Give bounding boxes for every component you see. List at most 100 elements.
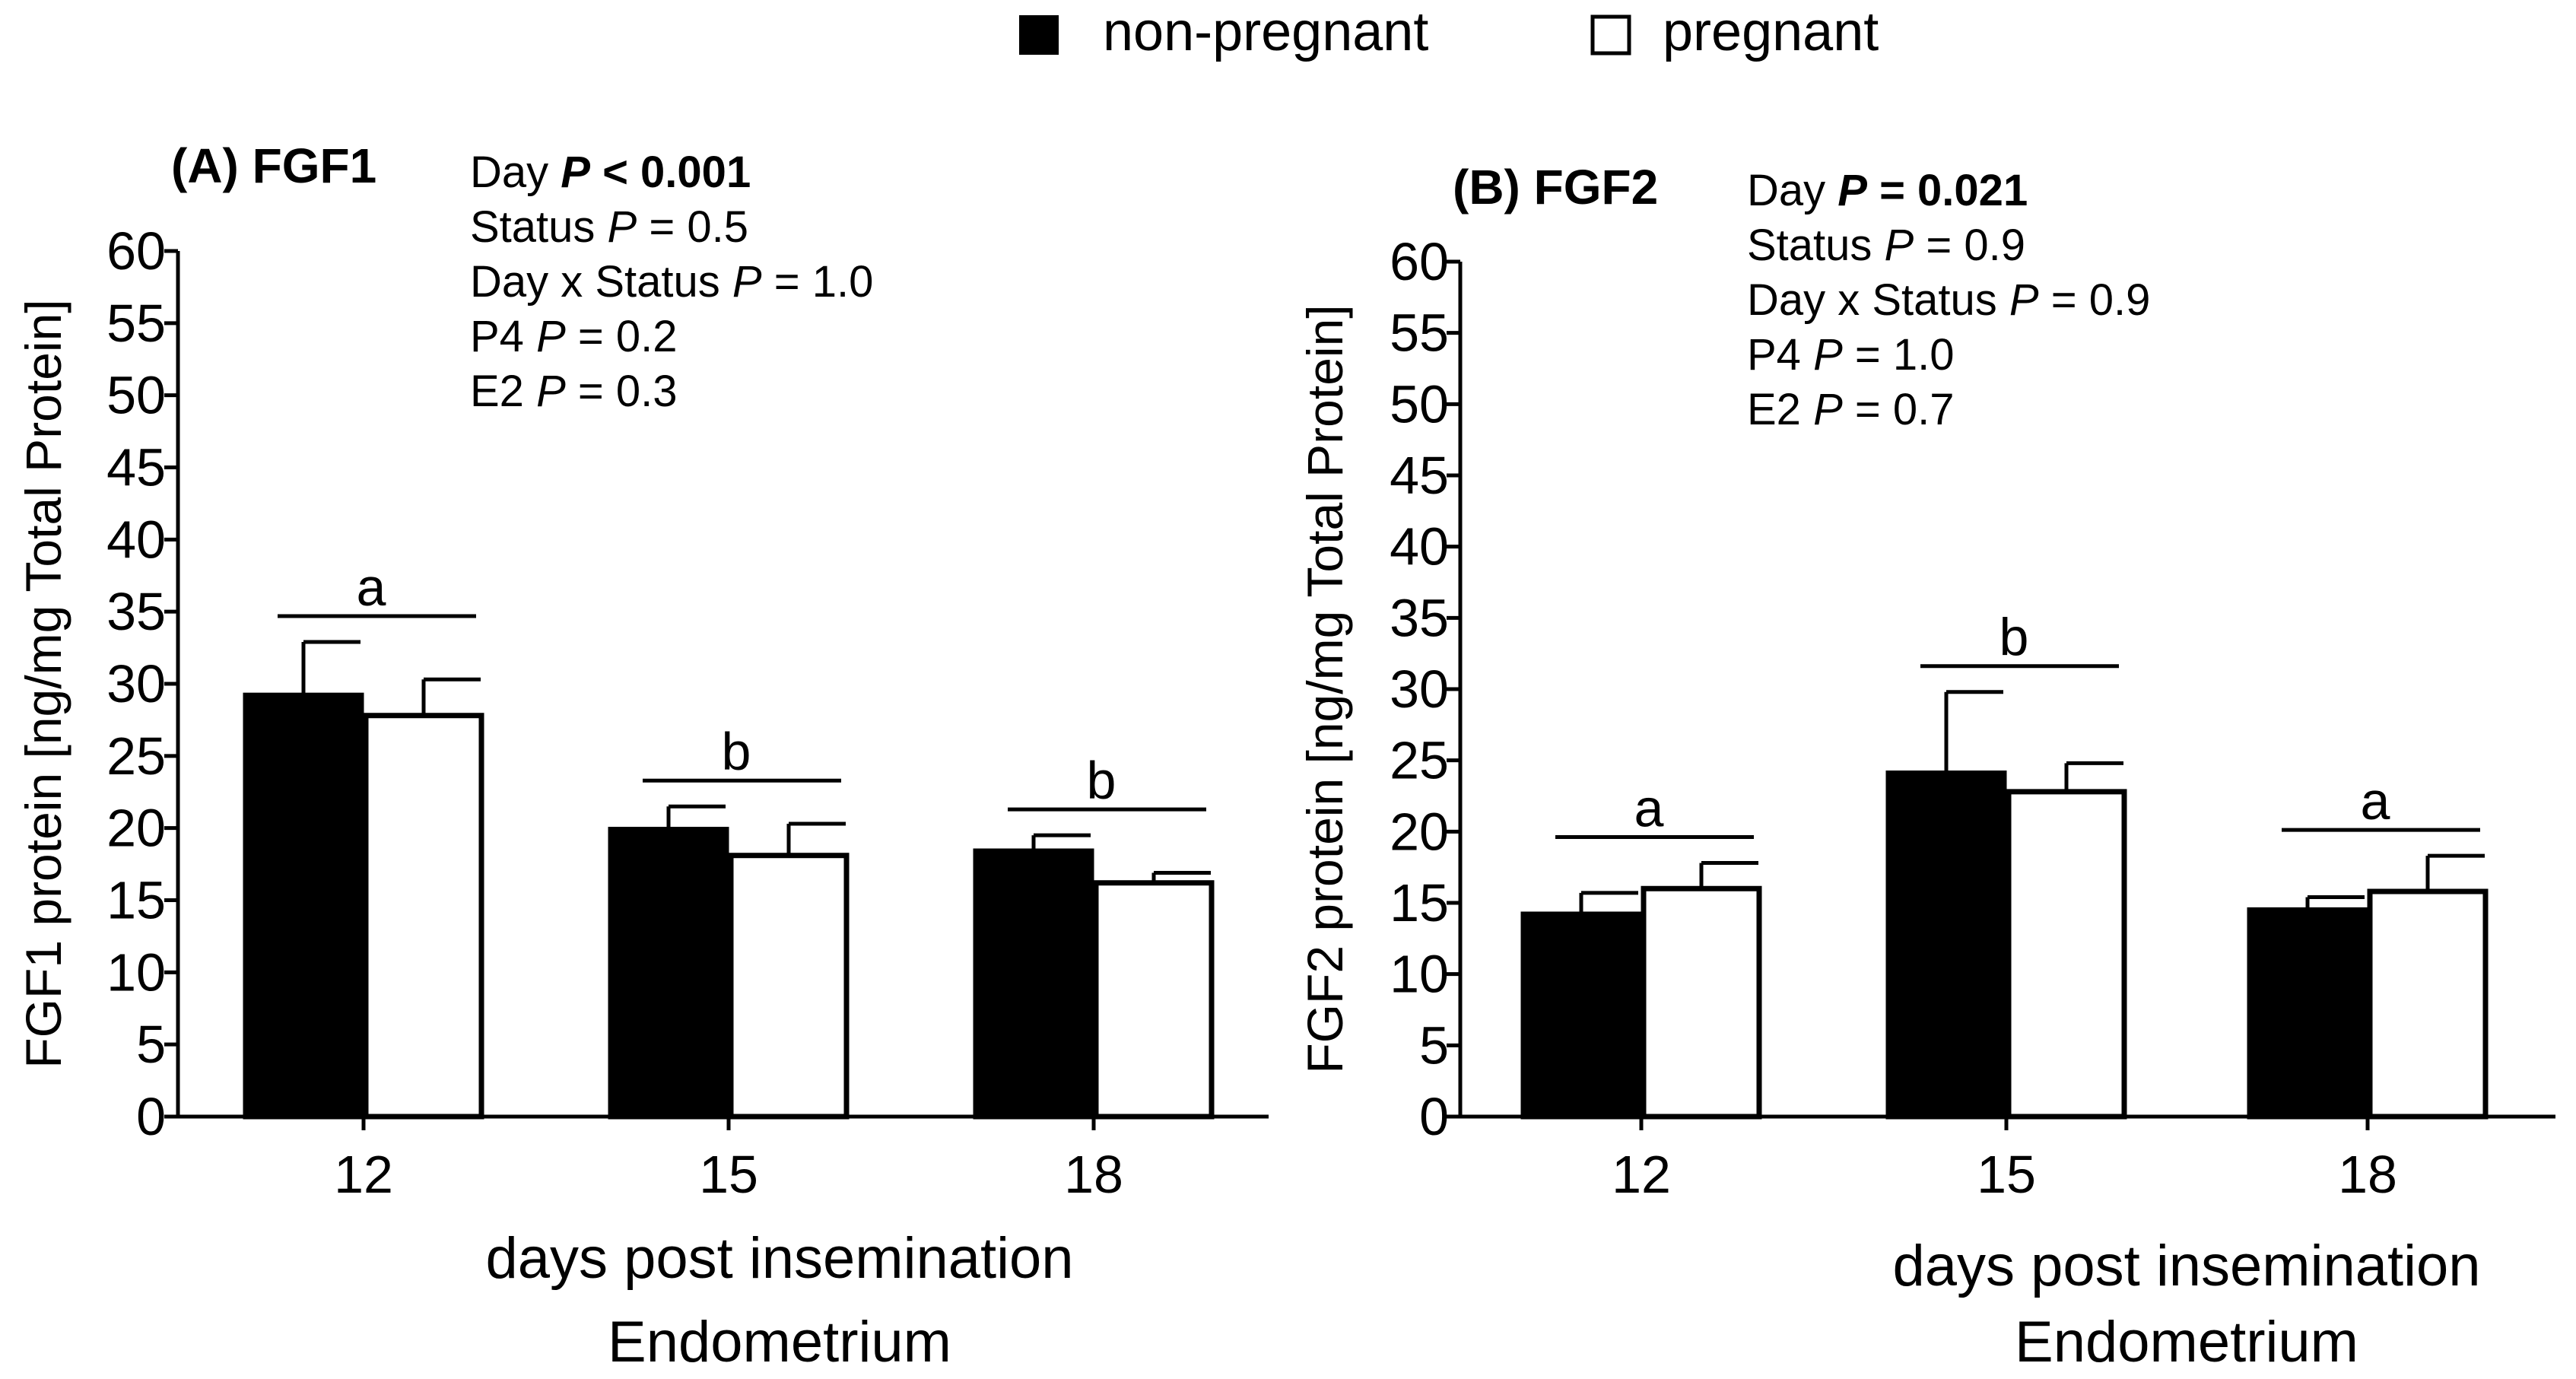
stats-line: E2 P = 0.3 — [470, 367, 677, 416]
stats-prefix: Day — [1747, 166, 1838, 215]
bar-non-pregnant-12 — [243, 692, 364, 1120]
stats-prefix: E2 — [1747, 385, 1813, 434]
stats-line: Day P < 0.001 — [470, 148, 751, 197]
stats-value: = 0.3 — [566, 367, 678, 416]
stats-prefix: Day — [470, 148, 561, 197]
stats-value: = 0.2 — [566, 312, 678, 361]
significance-letter: a — [2361, 771, 2390, 831]
y-tick-label: 5 — [136, 1015, 166, 1074]
y-tick-label: 60 — [106, 221, 166, 281]
y-tick-label: 35 — [1390, 588, 1449, 647]
bar-pregnant-15 — [2006, 789, 2127, 1120]
y-axis-label: FGF2 protein [ng/mg Total Protein] — [1297, 304, 1353, 1073]
stats-p-symbol: P — [1885, 221, 1914, 270]
y-tick-label: 55 — [106, 294, 166, 353]
stats-p-symbol: P — [1813, 385, 1843, 434]
stats-line: P4 P = 0.2 — [470, 312, 677, 361]
bar-pregnant-12 — [363, 713, 484, 1120]
x-tick-label: 12 — [334, 1145, 393, 1204]
stats-prefix: Status — [470, 202, 608, 252]
y-tick-label: 25 — [1390, 731, 1449, 790]
y-tick-label: 40 — [106, 510, 166, 569]
y-tick-label: 10 — [106, 942, 166, 1002]
stats-line: Status P = 0.9 — [1747, 221, 2025, 270]
y-tick-label: 20 — [106, 799, 166, 858]
stats-value: = 0.5 — [637, 202, 748, 252]
x-tick-label: 15 — [1977, 1145, 2036, 1204]
y-tick-label: 25 — [106, 726, 166, 786]
stats-prefix: Status — [1747, 221, 1885, 270]
bar-pregnant-12 — [1641, 885, 1762, 1120]
y-tick-label: 50 — [106, 366, 166, 425]
bar-non-pregnant-18 — [973, 848, 1094, 1120]
legend-swatch-pregnant — [1590, 14, 1631, 56]
x-axis-sublabel: Endometrium — [608, 1310, 951, 1374]
y-tick-label: 35 — [106, 582, 166, 641]
stats-line: Status P = 0.5 — [470, 202, 748, 252]
bar-non-pregnant-15 — [608, 827, 729, 1120]
stats-value: = 0.021 — [1867, 166, 2028, 215]
y-tick-label: 45 — [106, 438, 166, 497]
bar-non-pregnant-18 — [2247, 907, 2368, 1120]
y-tick-label: 15 — [1390, 873, 1449, 933]
significance-letter: b — [722, 722, 751, 781]
bar-pregnant-18 — [2367, 888, 2489, 1120]
stats-line: Day x Status P = 1.0 — [470, 257, 873, 307]
stats-value: = 0.9 — [1914, 221, 2025, 270]
stats-p-symbol: P — [1813, 330, 1843, 380]
stats-p-symbol: P — [536, 367, 566, 416]
significance-letter: a — [357, 558, 386, 617]
bar-pregnant-15 — [728, 853, 850, 1120]
stats-value: = 1.0 — [762, 257, 874, 307]
panel-label: (B) FGF2 — [1453, 160, 1658, 214]
significance-letter: b — [1999, 608, 2029, 667]
panel-b-fgf2: 0 5 10 15 20 25 30 35 40 45 50 55 60 FGF2 protein [ng… — [1297, 160, 2555, 1374]
stats-line: E2 P = 0.7 — [1747, 385, 1954, 434]
bar-non-pregnant-15 — [1885, 771, 2007, 1120]
stats-prefix: P4 — [470, 312, 536, 361]
x-tick-label: 12 — [1612, 1145, 1671, 1204]
x-tick-label: 18 — [2338, 1145, 2397, 1204]
legend: non-pregnant pregnant — [1019, 2, 1879, 62]
stats-value: = 1.0 — [1843, 330, 1955, 380]
y-tick-label: 60 — [1390, 232, 1449, 291]
y-tick-label: 10 — [1390, 945, 1449, 1004]
y-tick-label: 55 — [1390, 303, 1449, 363]
y-tick-label: 30 — [106, 654, 166, 713]
stats-line: Day x Status P = 0.9 — [1747, 275, 2150, 325]
y-tick-label: 50 — [1390, 374, 1449, 434]
y-axis-label: FGF1 protein [ng/mg Total Protein] — [15, 299, 71, 1068]
significance-letter: a — [1634, 779, 1664, 838]
y-tick-label: 30 — [1390, 659, 1449, 719]
stats-value: = 0.9 — [2039, 275, 2151, 325]
stats-p-symbol: P — [536, 312, 566, 361]
x-axis-label: days post insemination — [485, 1226, 1073, 1291]
stats-line: Day P = 0.021 — [1747, 166, 2028, 215]
stats-value: = 0.7 — [1843, 385, 1955, 434]
stats-p-symbol: P — [732, 257, 762, 307]
x-axis-label: days post insemination — [1892, 1234, 2480, 1298]
legend-label-non-pregnant: non-pregnant — [1103, 2, 1428, 62]
stats-value: < 0.001 — [590, 148, 751, 197]
bar-pregnant-18 — [1093, 880, 1215, 1120]
panel-a-fgf1: 0 5 10 15 20 25 30 35 40 45 50 55 60 FGF1 protein [ng… — [15, 138, 1269, 1374]
stats-p-symbol: P — [1838, 166, 1867, 215]
x-tick-label: 15 — [699, 1145, 758, 1204]
y-tick-label: 40 — [1390, 517, 1449, 577]
stats-p-symbol: P — [561, 148, 590, 197]
x-tick-label: 18 — [1064, 1145, 1123, 1204]
significance-letter: b — [1087, 751, 1116, 810]
y-tick-label: 15 — [106, 871, 166, 930]
legend-swatch-non-pregnant — [1019, 15, 1059, 55]
x-axis-sublabel: Endometrium — [2015, 1310, 2358, 1374]
y-tick-label: 20 — [1390, 802, 1449, 861]
stats-prefix: Day x Status — [470, 257, 732, 307]
y-tick-label: 0 — [1419, 1087, 1449, 1146]
bar-non-pregnant-12 — [1520, 911, 1642, 1120]
stats-line: P4 P = 1.0 — [1747, 330, 1954, 380]
panel-label: (A) FGF1 — [171, 138, 376, 193]
y-tick-label: 45 — [1390, 446, 1449, 505]
stats-p-symbol: P — [2009, 275, 2039, 325]
y-tick-label: 0 — [136, 1087, 166, 1146]
